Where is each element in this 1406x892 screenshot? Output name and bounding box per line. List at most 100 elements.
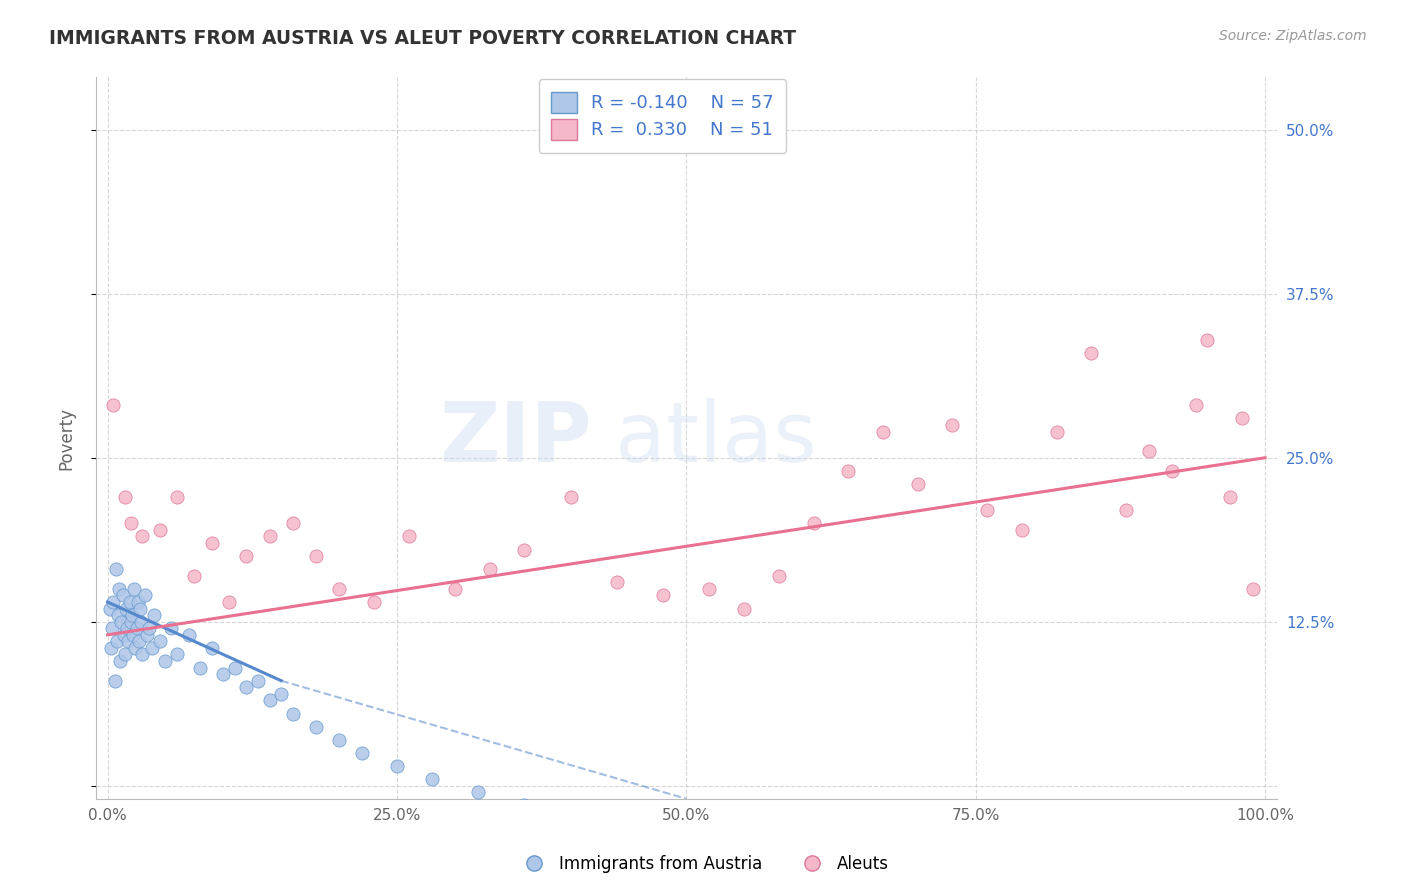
Point	[699, 582, 721, 596]
Point	[114, 648, 136, 662]
Point	[328, 732, 350, 747]
Point	[188, 660, 211, 674]
Point	[235, 680, 257, 694]
Point	[121, 608, 143, 623]
Point	[103, 595, 125, 609]
Point	[183, 569, 205, 583]
Point	[259, 693, 281, 707]
Point	[117, 634, 139, 648]
Point	[675, 824, 697, 838]
Point	[224, 660, 246, 674]
Point	[281, 516, 304, 531]
Point	[141, 640, 163, 655]
Point	[127, 595, 149, 609]
Point	[352, 746, 374, 760]
Point	[1230, 411, 1253, 425]
Point	[131, 648, 153, 662]
Point	[160, 621, 183, 635]
Point	[941, 417, 963, 432]
Point	[606, 575, 628, 590]
Point	[212, 667, 235, 681]
Point	[235, 549, 257, 563]
Point	[1080, 346, 1102, 360]
Point	[149, 523, 172, 537]
Point	[134, 589, 156, 603]
Point	[363, 595, 385, 609]
Point	[115, 601, 138, 615]
Point	[110, 615, 132, 629]
Point	[1137, 444, 1160, 458]
Point	[110, 654, 132, 668]
Point	[129, 601, 152, 615]
Point	[733, 601, 755, 615]
Point	[513, 542, 536, 557]
Point	[467, 785, 489, 799]
Point	[443, 582, 465, 596]
Point	[128, 634, 150, 648]
Point	[652, 589, 675, 603]
Point	[104, 562, 127, 576]
Point	[120, 516, 142, 531]
Point	[166, 490, 188, 504]
Point	[768, 569, 790, 583]
Point	[976, 503, 998, 517]
Point	[281, 706, 304, 721]
Point	[305, 720, 328, 734]
Point	[131, 529, 153, 543]
Point	[1011, 523, 1033, 537]
Y-axis label: Poverty: Poverty	[58, 407, 75, 469]
Text: ZIP: ZIP	[439, 398, 592, 479]
Point	[120, 615, 142, 629]
Point	[560, 490, 582, 504]
Point	[98, 601, 121, 615]
Point	[103, 398, 125, 412]
Point	[101, 621, 124, 635]
Point	[118, 595, 141, 609]
Point	[122, 628, 145, 642]
Point	[259, 529, 281, 543]
Point	[103, 673, 125, 688]
Point	[114, 490, 136, 504]
Point	[1219, 490, 1241, 504]
Point	[1115, 503, 1137, 517]
Point	[105, 634, 128, 648]
Point	[129, 615, 152, 629]
Point	[142, 608, 165, 623]
Point	[107, 608, 129, 623]
Point	[420, 772, 443, 786]
Point	[907, 477, 929, 491]
Point	[1046, 425, 1069, 439]
Point	[270, 687, 292, 701]
Point	[122, 582, 145, 596]
Point	[478, 562, 501, 576]
Point	[108, 582, 131, 596]
Point	[111, 589, 134, 603]
Point	[582, 805, 605, 819]
Point	[125, 621, 148, 635]
Point	[155, 654, 177, 668]
Point	[112, 628, 135, 642]
Point	[201, 640, 224, 655]
Text: Source: ZipAtlas.com: Source: ZipAtlas.com	[1219, 29, 1367, 43]
Point	[803, 516, 825, 531]
Point	[218, 595, 240, 609]
Point	[100, 640, 122, 655]
Point	[513, 798, 536, 813]
Legend: R = -0.140    N = 57, R =  0.330    N = 51: R = -0.140 N = 57, R = 0.330 N = 51	[538, 79, 786, 153]
Point	[837, 464, 859, 478]
Point	[247, 673, 270, 688]
Point	[305, 549, 328, 563]
Text: IMMIGRANTS FROM AUSTRIA VS ALEUT POVERTY CORRELATION CHART: IMMIGRANTS FROM AUSTRIA VS ALEUT POVERTY…	[49, 29, 796, 47]
Point	[872, 425, 894, 439]
Point	[138, 621, 160, 635]
Point	[1184, 398, 1206, 412]
Point	[201, 536, 224, 550]
Point	[385, 759, 408, 773]
Text: atlas: atlas	[616, 398, 817, 479]
Point	[136, 628, 159, 642]
Point	[1241, 582, 1264, 596]
Point	[328, 582, 350, 596]
Point	[166, 648, 188, 662]
Point	[177, 628, 200, 642]
Point	[1161, 464, 1184, 478]
